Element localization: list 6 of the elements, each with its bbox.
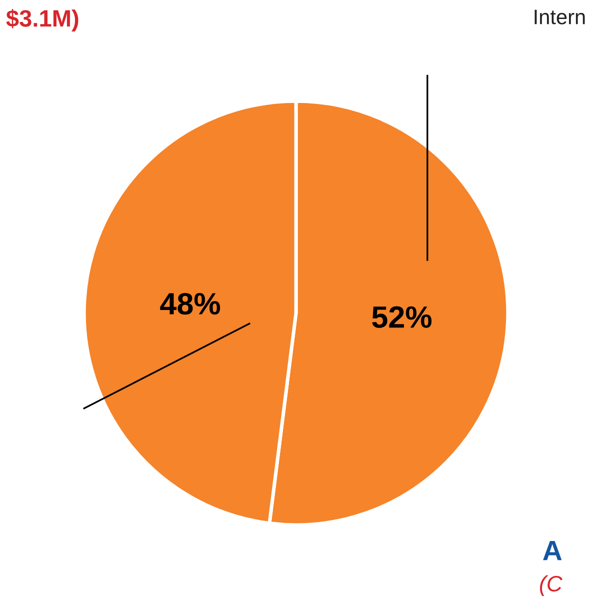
data-label: 52%: [372, 306, 432, 328]
data-label: 48%: [160, 292, 220, 315]
text: (C: [540, 575, 563, 596]
text: $3.1M): [6, 9, 78, 32]
text: Intern: [534, 10, 585, 24]
text: A: [543, 541, 562, 560]
